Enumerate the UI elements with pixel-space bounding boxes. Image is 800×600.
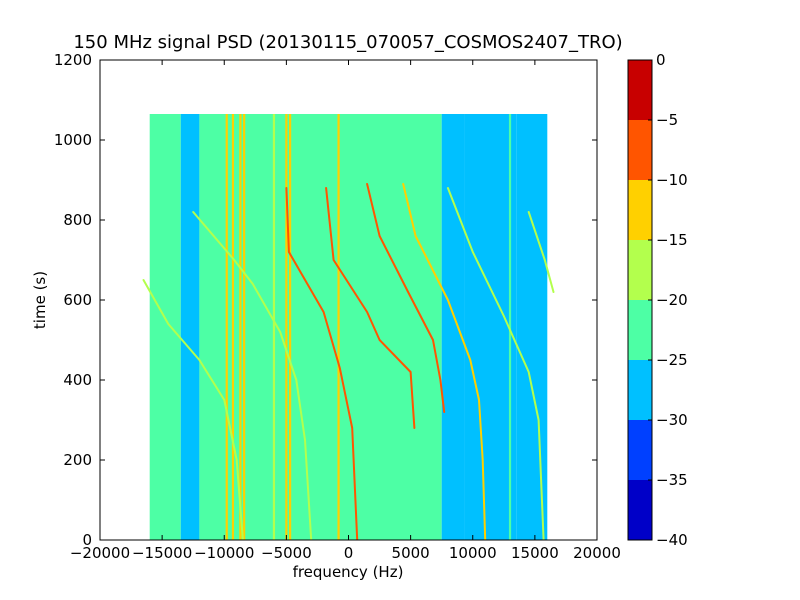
- doppler-track-7: [527, 211, 555, 293]
- x-axis-label: frequency (Hz): [293, 563, 404, 581]
- x-axis: −20000 −15000 −10000 −5000 0 5000 10000 15000 20…: [70, 60, 621, 562]
- colorbar-tick-label: −20: [656, 291, 688, 309]
- colorbar-tick-label: −30: [656, 411, 688, 429]
- chart-title: 150 MHz signal PSD (20130115_070057_COSM…: [73, 32, 622, 53]
- doppler-track-3: [325, 187, 416, 429]
- y-tick-label: 0: [82, 531, 92, 549]
- colorbar-tick-label: −15: [656, 231, 688, 249]
- colorbar-segment: [628, 180, 652, 240]
- colorbar-segment: [628, 300, 652, 360]
- doppler-track-0: [142, 279, 244, 540]
- y-axis-label: time (s): [31, 271, 49, 329]
- colorbar: −40 −35 −30 −25 −20 −15 −10 −5 0: [627, 51, 688, 549]
- heat-band-4: [464, 114, 517, 540]
- x-tick-label: 20000: [573, 544, 621, 562]
- heat-band-0: [149, 114, 181, 540]
- colorbar-segment: [628, 240, 652, 300]
- y-tick-label: 1000: [54, 131, 92, 149]
- doppler-track-4: [366, 183, 446, 413]
- colorbar-segment: [628, 480, 652, 540]
- y-tick-label: 800: [63, 211, 92, 229]
- y-tick-label: 1200: [54, 51, 92, 69]
- y-axis: 0 200 400 600 800 1000 1200: [54, 51, 597, 549]
- x-tick-label: −5000: [261, 544, 312, 562]
- colorbar-segment: [628, 120, 652, 180]
- doppler-track-5: [402, 183, 487, 540]
- colorbar-tick-label: −10: [656, 171, 688, 189]
- x-tick-label: 0: [344, 544, 354, 562]
- y-tick-label: 400: [63, 371, 92, 389]
- doppler-track-6: [446, 187, 545, 540]
- y-tick-label: 600: [63, 291, 92, 309]
- heat-band-3: [441, 114, 465, 540]
- doppler-track-2: [285, 187, 359, 540]
- heat-band-1: [180, 114, 200, 540]
- colorbar-tick-label: −35: [656, 471, 688, 489]
- x-tick-label: −15000: [132, 544, 192, 562]
- colorbar-segment: [628, 60, 652, 120]
- colorbar-tick-label: −25: [656, 351, 688, 369]
- x-tick-label: −10000: [194, 544, 254, 562]
- colorbar-segment: [628, 420, 652, 480]
- colorbar-tick-label: 0: [656, 51, 666, 69]
- x-tick-label: 10000: [449, 544, 497, 562]
- heat-band-5: [516, 114, 548, 540]
- x-tick-label: 5000: [392, 544, 430, 562]
- colorbar-segment: [628, 360, 652, 420]
- heat-band-2: [199, 114, 442, 540]
- colorbar-tick-label: −40: [656, 531, 688, 549]
- x-tick-label: −20000: [70, 544, 130, 562]
- y-tick-label: 200: [63, 451, 92, 469]
- x-tick-label: 15000: [511, 544, 559, 562]
- colorbar-tick-label: −5: [656, 111, 678, 129]
- doppler-track-1: [192, 211, 313, 540]
- spectrogram: [142, 114, 555, 540]
